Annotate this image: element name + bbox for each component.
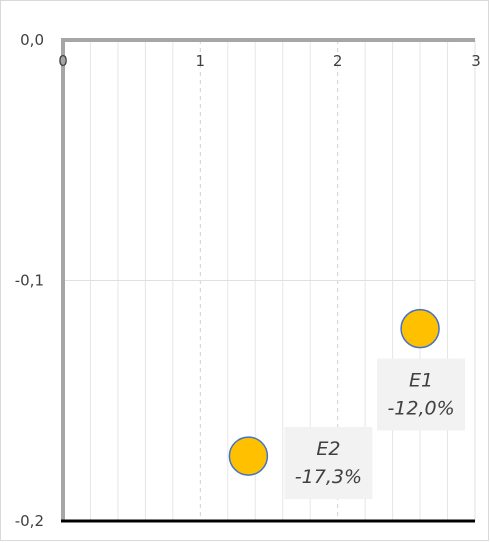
y-tick-label: -0,2 <box>15 512 44 530</box>
gridlines <box>63 40 476 521</box>
data-label-background <box>377 358 466 431</box>
data-point <box>400 308 440 349</box>
x-tick-label: 2 <box>333 52 343 70</box>
x-tick-label: 3 <box>471 52 481 70</box>
x-tick-label: 0 <box>58 52 68 70</box>
y-tick-label: -0,1 <box>15 272 44 290</box>
x-tick-label: 1 <box>196 52 206 70</box>
data-point <box>228 436 269 476</box>
data-label-value: -12,0% <box>387 398 454 420</box>
data-label-name: E1 <box>409 370 433 392</box>
data-points: E1 -12,0% E2 -17,3% <box>228 308 466 500</box>
data-label-name: E2 <box>316 438 340 460</box>
data-label-value: -17,3% <box>295 466 362 488</box>
tick-labels: 0 1 2 3 0,0 -0,1 -0,2 <box>15 31 481 530</box>
y-tick-label: 0,0 <box>20 31 44 49</box>
data-label-background <box>284 427 373 500</box>
axes <box>61 38 475 523</box>
